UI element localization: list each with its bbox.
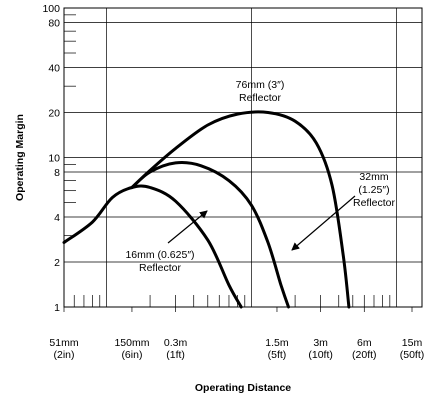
y-tick-label: 100 <box>42 3 60 15</box>
y-tick-label: 8 <box>54 167 60 179</box>
y-tick-label: 1 <box>54 302 60 314</box>
plot-frame <box>63 7 423 308</box>
x-tick-label: (50ft) <box>400 349 425 361</box>
x-tick-label: (10ft) <box>308 349 333 361</box>
annotation-arrow <box>291 195 356 251</box>
x-tick-label: (2in) <box>53 349 74 361</box>
x-tick-label: 150mm <box>114 337 149 349</box>
x-axis-title: Operating Distance <box>195 382 291 394</box>
annotation-label: 16mm (0.625″) <box>125 249 194 261</box>
y-tick-label: 4 <box>54 212 60 224</box>
x-tick-label: 6m <box>357 337 372 349</box>
series-line-1 <box>62 184 243 309</box>
series-line-2 <box>130 161 290 309</box>
x-tick-label: (5ft) <box>268 349 287 361</box>
annotation-label: Reflector <box>139 262 182 274</box>
annotation-label: (1.25″) <box>358 184 389 196</box>
x-tick-label: 1.5m <box>265 337 289 349</box>
grid-lines <box>64 7 422 308</box>
y-tick-label: 10 <box>48 153 60 165</box>
y-tick-label: 2 <box>54 257 60 269</box>
x-tick-label: 15m <box>402 337 423 349</box>
y-tick-label: 80 <box>48 17 60 29</box>
y-tick-label: 40 <box>48 62 60 74</box>
annotation-arrow <box>167 210 208 244</box>
y-axis-title: Operating Margin <box>14 114 26 201</box>
x-tick-label: (20ft) <box>352 349 377 361</box>
y-tick-label: 20 <box>48 107 60 119</box>
annotation-label: Reflector <box>239 92 282 104</box>
annotation-label: Reflector <box>353 197 396 209</box>
x-tick-label: 3m <box>313 337 328 349</box>
series-line-3 <box>130 110 351 309</box>
x-tick-label: (6in) <box>121 349 142 361</box>
annotation-label: 76mm (3″) <box>236 79 285 91</box>
tick-labels: 10080402010842151mm(2in)150mm(6in)0.3m(1… <box>42 3 424 361</box>
x-tick-label: 0.3m <box>164 337 188 349</box>
x-tick-label: (1ft) <box>166 349 185 361</box>
x-tick-label: 51mm <box>49 337 78 349</box>
series-layer <box>62 110 351 309</box>
annotation-label: 32mm <box>359 171 388 183</box>
annotations: 76mm (3″)Reflector32mm(1.25″)Reflector16… <box>125 79 395 274</box>
